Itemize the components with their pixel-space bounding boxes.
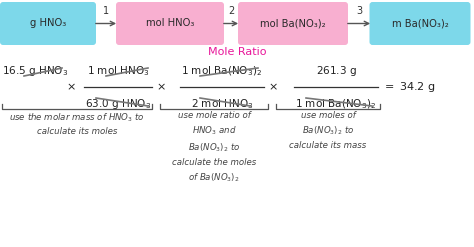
FancyBboxPatch shape [370,2,471,45]
Text: $63.0\ \mathrm{g\ HNO_3}$: $63.0\ \mathrm{g\ HNO_3}$ [85,97,151,111]
Text: 1: 1 [103,6,109,17]
Text: m Ba(NO₃)₂: m Ba(NO₃)₂ [392,19,448,28]
Text: $=\ 34.2\ \mathrm{g}$: $=\ 34.2\ \mathrm{g}$ [382,80,435,94]
Text: $261.3\ \mathrm{g}$: $261.3\ \mathrm{g}$ [316,64,356,78]
Text: use moles of
$Ba(NO_3)_2$ to
calculate its mass: use moles of $Ba(NO_3)_2$ to calculate i… [289,111,366,149]
Text: use the molar mass of $HNO_3$ to
calculate its moles: use the molar mass of $HNO_3$ to calcula… [9,111,145,136]
Text: $\times$: $\times$ [156,82,166,92]
Text: $16.5\ \mathrm{g\ HNO_3}$: $16.5\ \mathrm{g\ HNO_3}$ [2,64,68,78]
FancyBboxPatch shape [116,2,224,45]
Text: g HNO₃: g HNO₃ [30,19,66,28]
Text: $2\ \mathrm{mol\ HNO_3}$: $2\ \mathrm{mol\ HNO_3}$ [191,97,253,111]
Text: $\times$: $\times$ [66,82,76,92]
Text: 2: 2 [228,6,234,17]
Text: use mole ratio of
$HNO_3$ and
$Ba(NO_3)_2$ to
calculate the moles
of $Ba(NO_3)_2: use mole ratio of $HNO_3$ and $Ba(NO_3)_… [172,111,256,184]
Text: 3: 3 [356,6,362,17]
Text: $1\ \mathrm{mol\ Ba(NO_3)_2}$: $1\ \mathrm{mol\ Ba(NO_3)_2}$ [295,97,376,111]
Text: mol Ba(NO₃)₂: mol Ba(NO₃)₂ [260,19,326,28]
Text: Mole Ratio: Mole Ratio [208,47,266,57]
FancyBboxPatch shape [238,2,348,45]
Text: $1\ \mathrm{mol\ Ba(NO_3)_2}$: $1\ \mathrm{mol\ Ba(NO_3)_2}$ [182,64,263,78]
FancyBboxPatch shape [0,2,96,45]
Text: $1\ \mathrm{mol\ HNO_3}$: $1\ \mathrm{mol\ HNO_3}$ [87,64,149,78]
Text: mol HNO₃: mol HNO₃ [146,19,194,28]
Text: $\times$: $\times$ [268,82,278,92]
